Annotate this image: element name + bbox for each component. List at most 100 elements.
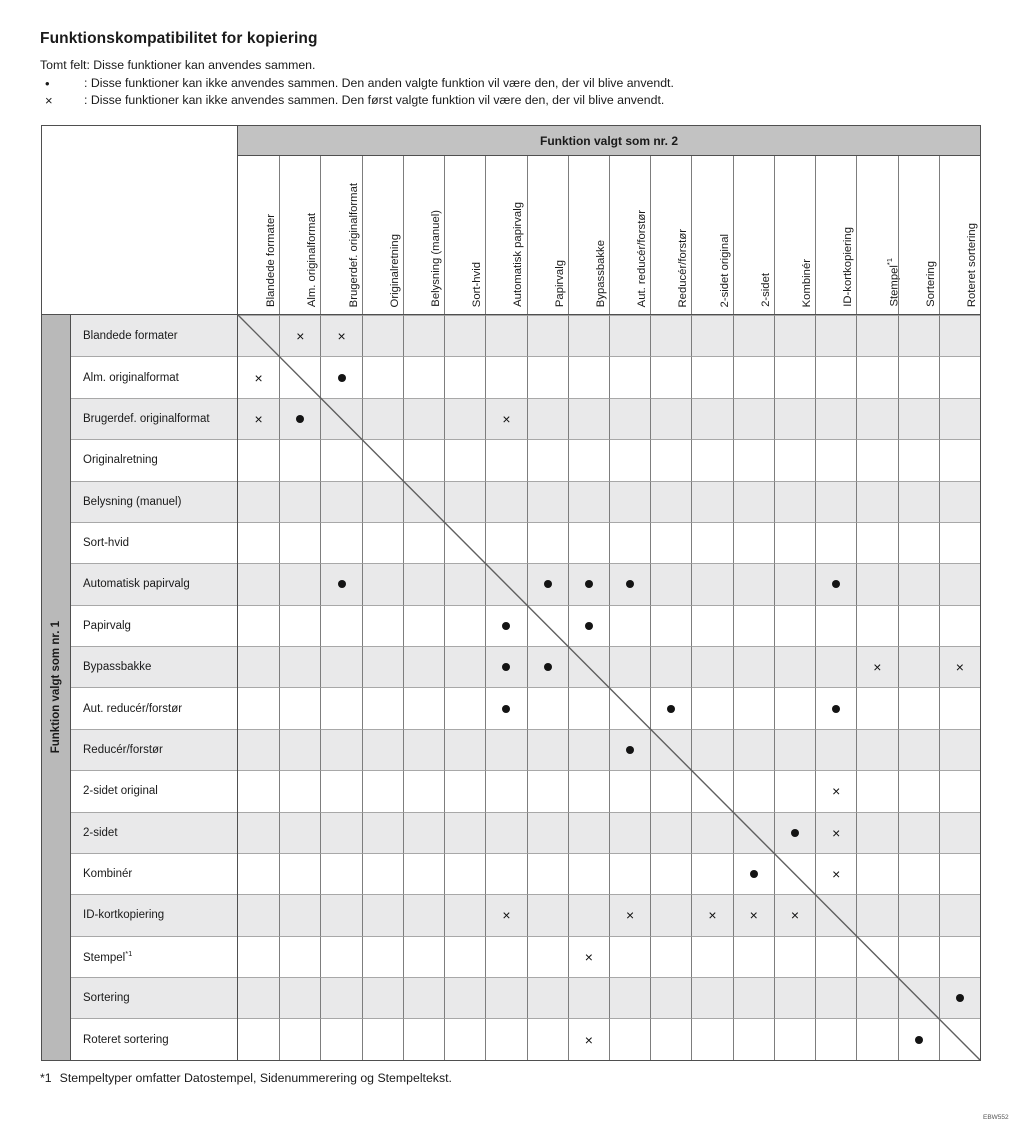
matrix-cell [732,811,774,853]
dot-mark-icon [502,621,511,630]
matrix-cell [526,315,568,357]
matrix-cell [485,935,527,977]
dot-mark-icon [584,621,593,630]
matrix-cell [650,646,692,688]
footnote-marker: *1 [40,1071,52,1085]
matrix-cell [608,563,651,605]
row-label: Originalretning [71,439,237,481]
matrix-cell [815,687,857,729]
matrix-cell [444,687,486,729]
matrix-cell: × [732,894,774,936]
matrix-cell [856,894,898,936]
matrix-cell [567,894,609,936]
matrix-cell [402,646,445,688]
matrix-cell [485,811,527,853]
matrix-cell [815,397,857,440]
matrix-cell [691,811,733,853]
matrix-cell [320,687,362,729]
matrix-cell [361,1018,403,1060]
matrix-cell [897,563,939,605]
matrix-cell [815,439,857,481]
matrix-cell [938,687,980,729]
column-header: Alm. originalformat [279,156,320,314]
matrix-cell [773,811,816,853]
matrix-cell [402,439,445,481]
function-label: Reducér/forstør [677,228,690,307]
matrix-cell [567,315,609,357]
matrix-cell [608,811,651,853]
matrix-cell [897,397,939,440]
function-label: Sort-hvid [471,261,484,307]
matrix-cell [608,604,651,646]
matrix-cell [773,852,816,895]
matrix-cell [856,935,898,977]
matrix-cell: × [238,397,280,440]
matrix-cell [361,521,403,564]
row-label: Reducér/forstør [71,728,237,771]
matrix-cell [608,977,651,1019]
matrix-cell: × [815,852,857,895]
matrix-cell [567,563,609,605]
matrix-cell [526,770,568,812]
matrix-row [238,563,980,605]
matrix-cell [691,315,733,357]
matrix-cell [856,604,898,646]
matrix-cell [402,687,445,729]
matrix-cell [815,1018,857,1060]
column-axis-header: Funktion valgt som nr. 2 [238,126,980,156]
matrix-cell [815,315,857,357]
matrix-cell [279,770,321,812]
matrix-cell [650,852,692,895]
matrix-row: × [238,770,980,812]
matrix-cell [938,728,980,771]
matrix-cell [732,1018,774,1060]
matrix-cell [732,646,774,688]
matrix-cell [320,935,362,977]
matrix-cell [279,439,321,481]
row-label: Kombinér [71,852,237,895]
x-mark-icon: × [708,907,717,924]
legend-empty-cell: Tomt felt: Disse funktioner kan anvendes… [40,57,674,75]
matrix-cell: × [608,894,651,936]
matrix-cell [938,935,980,977]
matrix-cell [567,439,609,481]
matrix-cell [938,894,980,936]
matrix-cell [238,894,280,936]
matrix-cell: × [856,646,898,688]
matrix-cell [526,852,568,895]
row-label: Brugerdef. originalformat [71,397,237,440]
matrix-cell [361,770,403,812]
matrix-cell [238,1018,280,1060]
x-mark-icon: × [254,369,263,386]
function-label: Aut. reducér/forstør [83,702,183,715]
column-header: Belysning (manuel) [402,156,444,314]
function-label: Alm. originalformat [83,371,179,384]
matrix-cell [485,646,527,688]
x-mark-icon: × [502,907,511,924]
matrix-cell [897,811,939,853]
matrix-cell: × [691,894,733,936]
footnote: *1 Stempeltyper omfatter Datostempel, Si… [40,1071,452,1085]
matrix-cell [526,521,568,564]
matrix-cell [320,646,362,688]
matrix-cell [608,1018,651,1060]
matrix-cell [238,439,280,481]
matrix-cell [238,604,280,646]
matrix-cell [773,687,816,729]
matrix-cell [361,480,403,522]
row-label: Stempel*1 [71,935,237,977]
matrix-cell [361,935,403,977]
matrix-cell [938,563,980,605]
matrix-cell [361,356,403,398]
function-label: 2-sidet [759,273,772,307]
row-axis-title: Funktion valgt som nr. 1 [50,621,62,754]
matrix-cell [238,646,280,688]
matrix-cell [402,356,445,398]
column-header: Stempel*1 [856,156,901,314]
x-mark-icon: × [254,410,263,427]
matrix-cell [320,770,362,812]
function-label: Kombinér [83,868,133,881]
dot-mark-icon [543,580,552,589]
footnote-text: Stempeltyper omfatter Datostempel, Siden… [59,1071,452,1085]
matrix-cell [567,480,609,522]
